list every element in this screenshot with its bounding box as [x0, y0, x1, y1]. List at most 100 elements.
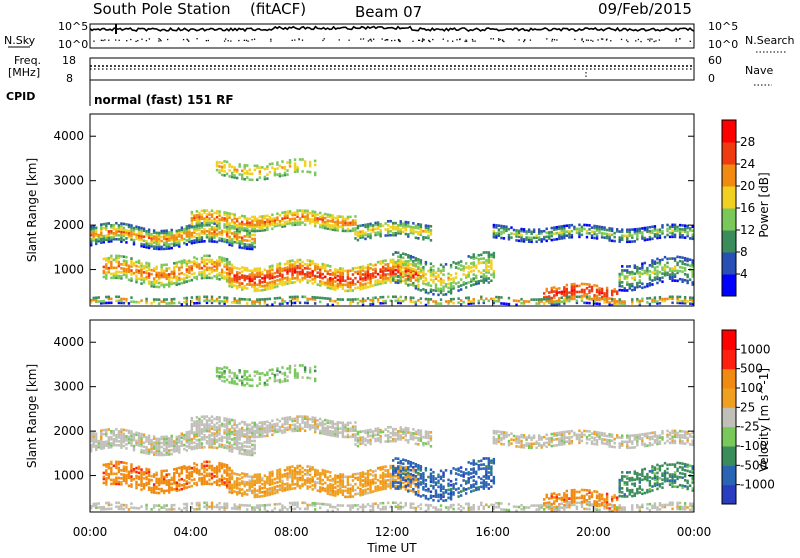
- power-cell: [571, 234, 573, 237]
- power-cell: [274, 272, 276, 275]
- power-cell: [266, 177, 268, 180]
- power-cell: [223, 263, 225, 266]
- power-cell: [211, 226, 213, 229]
- power-cell: [369, 303, 371, 306]
- power-cell: [535, 302, 537, 305]
- power-cell: [684, 273, 686, 276]
- power-cell: [651, 238, 653, 241]
- power-cell: [578, 228, 580, 231]
- power-cell: [299, 259, 301, 262]
- power-cell: [367, 264, 369, 267]
- power-cell: [211, 277, 213, 280]
- power-cell: [183, 273, 185, 276]
- power-cell: [608, 227, 610, 230]
- velocity-cell: [163, 454, 165, 457]
- power-cell: [203, 296, 205, 299]
- power-cell: [181, 260, 183, 263]
- velocity-cell: [246, 449, 248, 452]
- power-cell: [656, 266, 658, 269]
- power-cell: [208, 228, 210, 231]
- power-cell: [241, 266, 243, 269]
- power-cell: [500, 237, 502, 240]
- power-cell: [251, 270, 253, 273]
- power-cell: [556, 238, 558, 241]
- power-cell: [213, 261, 215, 264]
- velocity-cell: [206, 440, 208, 443]
- power-cell: [593, 237, 595, 240]
- velocity-cell: [231, 438, 233, 441]
- power-cell: [160, 240, 162, 243]
- power-cell: [568, 296, 570, 299]
- power-cell: [103, 223, 105, 226]
- power-cell: [374, 268, 376, 271]
- power-cell: [103, 227, 105, 230]
- power-cell: [679, 256, 681, 259]
- velocity-cell: [261, 421, 263, 424]
- power-cell: [228, 169, 230, 172]
- power-cell: [163, 230, 165, 233]
- power-cell: [166, 283, 168, 286]
- velocity-cell: [410, 432, 412, 435]
- power-cell: [178, 301, 180, 304]
- power-cell: [601, 232, 603, 235]
- power-cell: [664, 264, 666, 267]
- power-cell: [155, 286, 157, 289]
- velocity-cell: [596, 439, 598, 442]
- power-cell: [226, 212, 228, 215]
- power-cell: [216, 241, 218, 244]
- velocity-cell: [251, 440, 253, 443]
- power-cell: [473, 273, 475, 276]
- power-cell: [213, 300, 215, 303]
- power-cell: [669, 267, 671, 270]
- power-cell: [546, 228, 548, 231]
- power-cell: [470, 256, 472, 259]
- power-cell: [616, 302, 618, 305]
- power-cell: [654, 276, 656, 279]
- power-cell: [510, 236, 512, 239]
- velocity-cell: [342, 422, 344, 425]
- velocity-cell: [291, 418, 293, 421]
- power-cell: [405, 253, 407, 256]
- power-cell: [422, 230, 424, 233]
- nsearch-dot: [679, 38, 680, 39]
- power-cell: [231, 166, 233, 169]
- power-cell: [377, 273, 379, 276]
- power-cell: [407, 284, 409, 287]
- power-cell: [412, 301, 414, 304]
- velocity-cell: [389, 426, 391, 429]
- power-cell: [206, 230, 208, 233]
- power-cell: [389, 230, 391, 233]
- power-cell: [417, 237, 419, 240]
- velocity-cell: [314, 417, 316, 420]
- velocity-cell: [206, 415, 208, 418]
- power-cell: [556, 226, 558, 229]
- power-cell: [120, 275, 122, 278]
- power-cell: [213, 212, 215, 215]
- power-cell: [651, 271, 653, 274]
- velocity-cell: [561, 431, 563, 434]
- power-cell: [196, 258, 198, 261]
- power-cell: [437, 280, 439, 283]
- power-cell: [329, 298, 331, 301]
- power-cell: [264, 268, 266, 271]
- power-cell: [621, 234, 623, 237]
- velocity-cell: [176, 436, 178, 439]
- velocity-cell: [367, 429, 369, 432]
- power-cell: [362, 265, 364, 268]
- power-cell: [138, 270, 140, 273]
- nsky-tick-low: 10^0: [58, 38, 88, 51]
- power-cell: [160, 246, 162, 249]
- power-cell: [417, 288, 419, 291]
- velocity-cell: [299, 423, 301, 426]
- power-cell: [641, 262, 643, 265]
- power-cell: [430, 284, 432, 287]
- power-cell: [259, 176, 261, 179]
- power-cell: [110, 236, 112, 239]
- velocity-cell: [324, 427, 326, 430]
- power-cell: [372, 297, 374, 300]
- velocity-cell: [588, 434, 590, 437]
- power-cell: [410, 296, 412, 299]
- power-cell: [135, 225, 137, 228]
- power-cell: [289, 218, 291, 221]
- velocity-cell: [223, 423, 225, 426]
